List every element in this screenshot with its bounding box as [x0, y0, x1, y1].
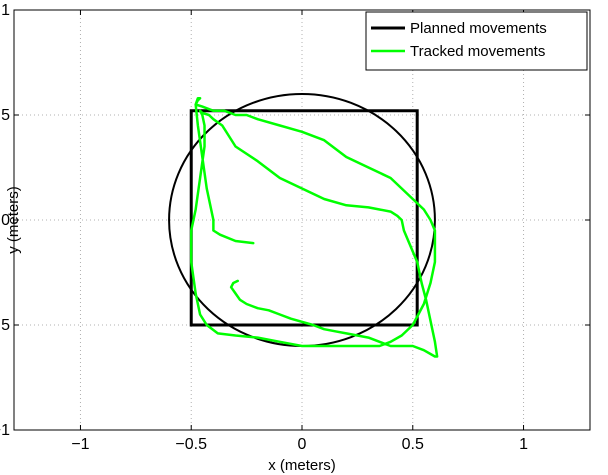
y-tick-label: 0 — [1, 212, 10, 229]
ticks: −1 −0.5 0 0.5 1 −1 −0.5 0 0.5 1 — [0, 2, 590, 453]
y-tick-label: 0.5 — [0, 107, 10, 124]
x-tick-label: −0.5 — [175, 436, 207, 453]
x-tick-label: 1 — [519, 436, 528, 453]
y-tick-label: −1 — [0, 422, 10, 439]
x-tick-label: 0.5 — [402, 436, 424, 453]
x-tick-label: 0 — [298, 436, 307, 453]
y-axis-label: y (meters) — [5, 186, 22, 254]
x-axis-label: x (meters) — [268, 457, 336, 474]
legend-box — [365, 11, 588, 71]
legend: Planned movements Tracked movements — [365, 11, 588, 71]
planned-square — [189, 109, 419, 327]
series-layer — [168, 93, 439, 358]
x-tick-label: −1 — [71, 436, 89, 453]
tracked-path — [189, 96, 439, 358]
y-tick-label: 1 — [1, 2, 10, 19]
legend-label: Tracked movements — [410, 43, 545, 60]
y-tick-label: −0.5 — [0, 317, 10, 334]
legend-label: Planned movements — [410, 20, 547, 37]
